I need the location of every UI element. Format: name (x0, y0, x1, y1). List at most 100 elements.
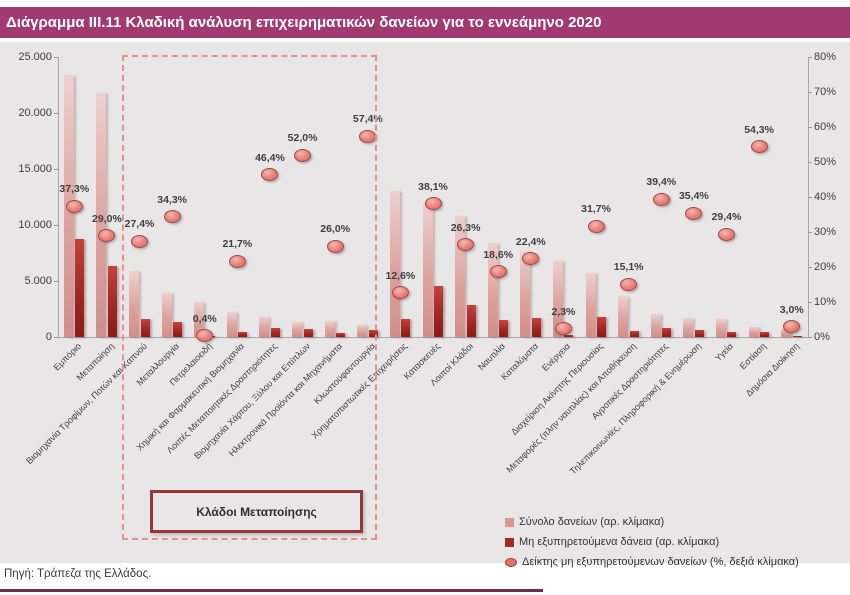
legend-label: Δείκτης μη εξυπηρετούμενων δανείων (%, δ… (522, 556, 799, 568)
right-axis-tick (808, 162, 812, 163)
legend-item-total-loans: Σύνολο δανείων (αρ. κλίμακα) (505, 512, 799, 532)
total-loans-bar (422, 202, 433, 337)
npl-bar (662, 327, 672, 337)
npl-bar (173, 321, 183, 337)
npl-ratio-label: 29,4% (711, 211, 742, 224)
right-axis-label: 70% (814, 86, 837, 98)
npl-ratio-marker (587, 219, 605, 233)
left-axis-tick (54, 113, 58, 114)
total-loans-bar (161, 293, 172, 337)
right-axis-label: 0% (814, 331, 830, 343)
npl-ratio-marker (457, 238, 475, 252)
right-axis-label: 50% (814, 156, 837, 168)
npl-ratio-marker (652, 192, 670, 206)
npl-ratio-label: 37,3% (59, 183, 90, 196)
left-axis-tick (54, 169, 58, 170)
npl-ratio-marker (131, 234, 149, 248)
total-loans-bar (520, 250, 531, 337)
total-loans-bar (487, 242, 498, 337)
manufacturing-sectors-label: Κλάδοι Μεταποίησης (196, 504, 317, 519)
npl-bar (694, 330, 704, 337)
npl-ratio-marker (65, 199, 83, 213)
npl-bar (499, 319, 509, 337)
left-axis-label: 15.000 (18, 163, 52, 175)
npl-ratio-label: 3,0% (779, 303, 804, 316)
right-axis-tick (808, 127, 812, 128)
npl-bar (336, 332, 346, 337)
total-loans-bar (552, 260, 563, 337)
manufacturing-sectors-outline (122, 55, 377, 540)
npl-bar (368, 329, 378, 337)
left-axis-line (58, 57, 59, 337)
npl-ratio-label: 27,4% (124, 218, 155, 231)
npl-ratio-label: 39,4% (646, 176, 677, 189)
left-axis-tick (54, 57, 58, 58)
npl-ratio-marker (391, 286, 409, 300)
npl-ratio-marker (163, 210, 181, 224)
right-axis-label: 40% (814, 191, 837, 203)
right-axis-tick (808, 337, 812, 338)
npl-bar (140, 318, 150, 337)
npl-ratio-marker (294, 148, 312, 162)
right-axis-tick (808, 57, 812, 58)
left-axis-label: 0 (45, 331, 52, 343)
npl-ratio-label: 0,4% (192, 312, 217, 325)
npl-ratio-marker (261, 168, 279, 182)
npl-ratio-label: 12,6% (385, 269, 416, 282)
npl-ratio-label: 46,4% (255, 151, 285, 164)
legend-label: Μη εξυπηρετούμενα δάνεια (αρ. κλίμακα) (519, 536, 720, 548)
chart-title-bar: Διάγραμμα III.11 Κλαδική ανάλυση επιχειρ… (0, 7, 850, 38)
npl-ratio-label: 54,3% (744, 123, 774, 136)
total-loans-bar (194, 302, 205, 337)
total-loans-bar (357, 324, 368, 337)
npl-bar (564, 335, 574, 337)
total-loans-bar (455, 216, 466, 337)
npl-ratio-swatch-icon (505, 557, 517, 567)
npl-ratio-marker (717, 227, 735, 241)
footer-rule (0, 589, 543, 592)
total-loans-swatch-icon (505, 517, 514, 527)
right-axis-label: 20% (814, 261, 837, 273)
npl-ratio-marker (522, 252, 540, 266)
npl-ratio-marker (750, 140, 768, 154)
total-loans-bar (683, 317, 694, 337)
legend: Σύνολο δανείων (αρ. κλίμακα) Μη εξυπηρετ… (505, 512, 799, 572)
npl-ratio-marker (196, 329, 214, 343)
right-axis-label: 30% (814, 226, 837, 238)
chart-title-text: Διάγραμμα III.11 Κλαδική ανάλυση επιχειρ… (6, 14, 602, 31)
right-axis-label: 60% (814, 121, 837, 133)
npl-bar (629, 330, 639, 337)
npl-ratio-label: 22,4% (515, 235, 546, 248)
legend-label: Σύνολο δανείων (αρ. κλίμακα) (519, 516, 665, 528)
npl-bar (303, 329, 313, 337)
total-loans-bar (585, 273, 596, 337)
npl-ratio-label: 31,7% (581, 203, 611, 216)
npl-ratio-marker (98, 229, 116, 242)
npl-ratio-marker (228, 254, 246, 268)
npl-ratio-label: 34,3% (157, 193, 188, 206)
npl-ratio-label: 26,0% (320, 223, 351, 235)
left-axis-tick (54, 281, 58, 282)
total-loans-bar (226, 311, 237, 337)
npl-bar (107, 266, 117, 337)
source-note: Πηγή: Τράπεζα της Ελλάδος. (4, 568, 152, 580)
npl-bar (238, 331, 248, 337)
npl-bar (597, 316, 607, 337)
npl-ratio-label: 52,0% (287, 132, 318, 144)
npl-bar (434, 285, 443, 337)
manufacturing-sectors-label-box: Κλάδοι Μεταποίησης (150, 490, 363, 533)
total-loans-bar (715, 318, 726, 337)
npl-ratio-marker (620, 277, 638, 291)
npl-ratio-marker (326, 239, 344, 253)
npl-bar (727, 331, 737, 337)
legend-item-npl-ratio: Δείκτης μη εξυπηρετούμενων δανείων (%, δ… (505, 552, 799, 572)
npl-ratio-marker (489, 265, 507, 279)
npl-ratio-marker (685, 206, 703, 220)
chart-canvas: Κλάδοι Μεταποίησης Σύνολο δανείων (αρ. κ… (0, 42, 850, 568)
total-loans-bar (389, 191, 400, 337)
npl-ratio-label: 29,0% (92, 212, 122, 225)
right-axis-label: 80% (814, 51, 837, 63)
left-axis-label: 20.000 (18, 107, 52, 119)
total-loans-bar (129, 270, 140, 337)
